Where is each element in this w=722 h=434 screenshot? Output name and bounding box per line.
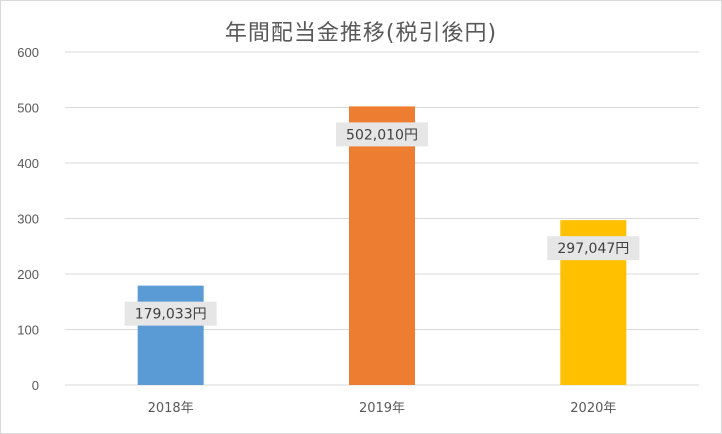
x-category-label-1: 2019年 — [359, 401, 405, 416]
chart-title: 年間配当金推移(税引後円) — [224, 21, 498, 46]
data-label-box-2 — [547, 236, 640, 261]
x-category-label-2: 2020年 — [570, 401, 616, 416]
y-tick-label-400: 400 — [17, 156, 39, 171]
data-label-1: 502,010円 — [346, 127, 418, 143]
bar-0 — [137, 285, 204, 385]
y-tick-label-500: 500 — [17, 101, 39, 116]
y-tick-label-0: 0 — [32, 378, 39, 393]
x-category-label-0: 2018年 — [148, 401, 194, 416]
y-tick-label-300: 300 — [17, 212, 39, 227]
bar-1 — [349, 106, 415, 385]
y-tick-label-600: 600 — [17, 45, 39, 60]
data-label-2: 297,047円 — [557, 241, 629, 257]
y-tick-label-200: 200 — [17, 267, 39, 282]
data-label-0: 179,033円 — [135, 307, 207, 323]
y-tick-label-100: 100 — [17, 323, 39, 338]
data-label-box-1 — [336, 122, 428, 147]
data-label-box-0 — [124, 301, 217, 326]
